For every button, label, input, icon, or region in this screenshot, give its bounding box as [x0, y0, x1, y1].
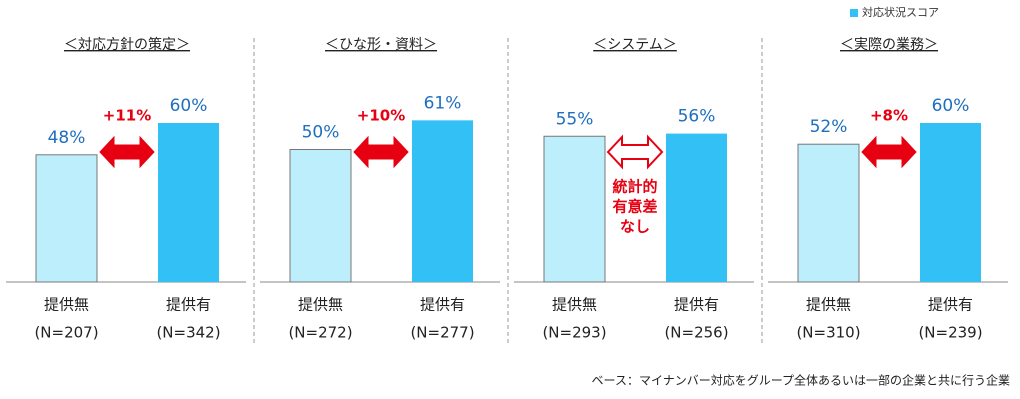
annotation: +11%: [103, 107, 151, 125]
sample-size: (N=342): [156, 324, 220, 342]
panel-title: ＜対応方針の策定＞: [64, 36, 190, 53]
sample-size: (N=310): [796, 324, 860, 342]
annotation: +8%: [870, 107, 908, 125]
legend: 対応状況スコア: [850, 5, 939, 19]
bar: [158, 123, 219, 282]
category-label: 提供無: [552, 296, 597, 314]
value-label: 52%: [810, 117, 848, 137]
panel-title: ＜ひな形・資料＞: [325, 37, 437, 53]
annotation: 統計的: [612, 178, 657, 196]
annotation: 有意差: [612, 198, 657, 216]
diff-arrow: [861, 135, 917, 169]
diff-arrow: [99, 135, 155, 169]
category-label: 提供有: [166, 296, 211, 314]
bar: [35, 154, 98, 283]
category-label: 提供有: [674, 296, 719, 314]
bar: [666, 133, 727, 282]
value-label: 50%: [302, 123, 340, 143]
sample-size: (N=293): [542, 324, 606, 342]
annotation: なし: [620, 218, 650, 236]
bar: [797, 143, 860, 283]
category-label: 提供有: [420, 296, 465, 314]
bar: [920, 123, 981, 282]
category-label: 提供有: [928, 296, 973, 314]
sample-size: (N=207): [34, 324, 98, 342]
value-label: 60%: [170, 96, 208, 116]
legend-swatch: [850, 9, 858, 17]
category-label: 提供無: [44, 296, 89, 314]
sample-size: (N=277): [410, 324, 474, 342]
panel-title: ＜システム＞: [593, 37, 677, 53]
diff-arrow: [606, 134, 664, 170]
panel-title: ＜実際の業務＞: [840, 37, 938, 53]
bar: [289, 149, 352, 283]
value-label: 55%: [556, 109, 594, 129]
sample-size: (N=272): [288, 324, 352, 342]
bar: [412, 120, 473, 282]
legend-label: 対応状況スコア: [862, 5, 939, 19]
footnote: ベース：マイナンバー対応をグループ全体あるいは一部の企業と共に行う企業: [592, 373, 1010, 388]
category-label: 提供無: [806, 296, 851, 314]
value-label: 60%: [932, 96, 970, 116]
value-label: 56%: [678, 107, 716, 127]
bar: [543, 135, 606, 283]
value-label: 48%: [48, 128, 86, 148]
sample-size: (N=256): [664, 324, 728, 342]
category-label: 提供無: [298, 296, 343, 314]
annotation: +10%: [357, 107, 405, 125]
diff-arrow: [353, 135, 409, 169]
sample-size: (N=239): [918, 324, 982, 342]
value-label: 61%: [424, 93, 462, 113]
